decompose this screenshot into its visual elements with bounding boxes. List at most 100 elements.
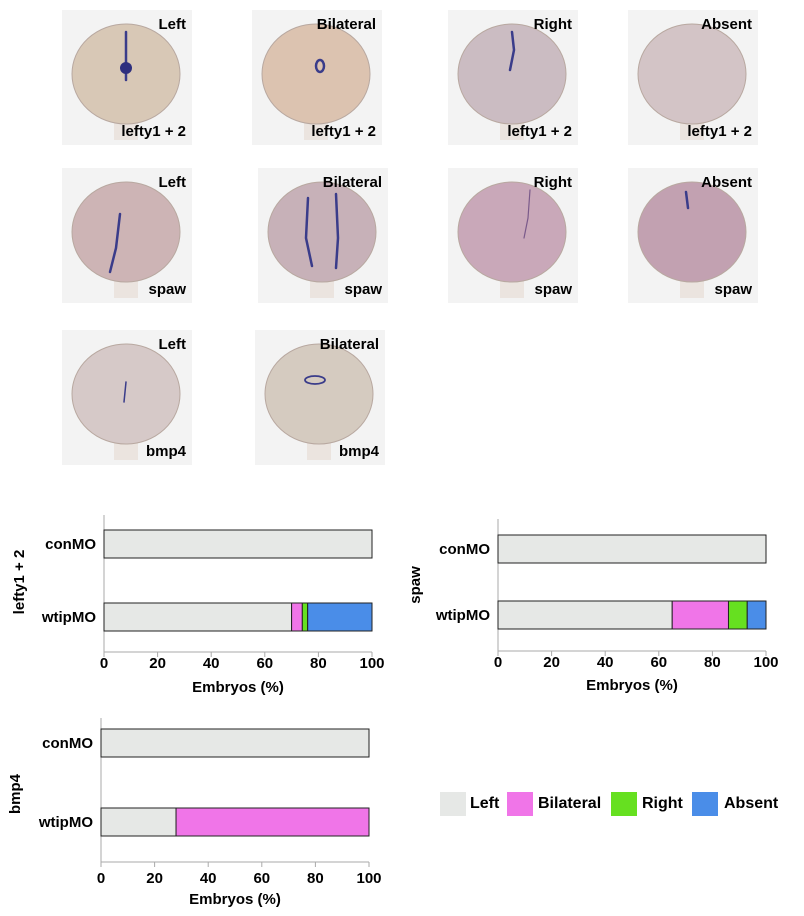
embryo-body	[457, 23, 567, 125]
panel-label: Bilateral	[316, 16, 376, 33]
embryo-image	[71, 23, 181, 140]
embryo-body	[71, 343, 181, 445]
bar-segment-absent	[307, 602, 373, 632]
embryo-panel: Left bmp4	[62, 330, 192, 465]
panel-label: Right	[533, 16, 572, 33]
embryo-body	[267, 181, 377, 283]
panel-label: Right	[533, 174, 572, 191]
embryo-panel: Absent lefty1 + 2	[628, 10, 758, 145]
marker-label: lefty1 + 2	[687, 123, 752, 140]
stain-mark	[304, 375, 326, 385]
y-axis-label: bmp4	[7, 773, 24, 814]
embryo-panel: Right spaw	[448, 168, 578, 303]
embryo-image	[267, 181, 377, 298]
stain-mark	[123, 381, 127, 403]
bar-segment-bilateral	[175, 807, 370, 837]
embryo-image	[637, 23, 747, 140]
x-tick-label: 40	[200, 870, 217, 887]
bar-segment-right	[301, 602, 309, 632]
embryo-panel: Left spaw	[62, 168, 192, 303]
chart-spaw-svg: conMO wtipMO 0 20 40 60 80 100 Embryos (%) spaw	[407, 519, 779, 694]
panel-label: Absent	[701, 174, 752, 191]
bar-segment-absent	[746, 600, 767, 630]
x-tick-label: 80	[310, 655, 327, 672]
stain-mark	[508, 30, 516, 72]
embryo-body	[261, 23, 371, 125]
bar-segment-bilateral	[291, 602, 303, 632]
panel-label: Bilateral	[322, 174, 382, 191]
x-tick-label: 100	[359, 655, 384, 672]
chart-spaw: conMO wtipMO 0 20 40 60 80 100 Embryos (%) spaw	[400, 505, 804, 705]
panel-label: Absent	[701, 16, 752, 33]
category-label: wtipMO	[435, 607, 490, 624]
embryo-image	[264, 343, 374, 460]
embryo-panel: Bilateral bmp4	[255, 330, 385, 465]
panel-label: Left	[158, 336, 187, 353]
embryo-panel: Absent spaw	[628, 168, 758, 303]
x-tick-label: 60	[650, 654, 667, 671]
category-label: wtipMO	[41, 609, 96, 626]
marker-label: spaw	[714, 281, 752, 298]
bar-segment-left	[100, 807, 177, 837]
marker-label: spaw	[148, 281, 186, 298]
legend-label: Absent	[724, 795, 779, 812]
embryo-panel: Bilateral lefty1 + 2	[252, 10, 382, 145]
x-tick-label: 0	[494, 654, 502, 671]
embryo-panel: Right lefty1 + 2	[448, 10, 578, 145]
x-axis-label: Embryos (%)	[586, 677, 678, 694]
embryo-body	[264, 343, 374, 445]
category-label: conMO	[439, 541, 490, 558]
marker-label: lefty1 + 2	[507, 123, 572, 140]
stain-mark	[120, 62, 132, 74]
bar-segment-right	[727, 600, 748, 630]
x-tick-label: 100	[356, 870, 381, 887]
x-tick-label: 40	[203, 655, 220, 672]
x-tick-label: 20	[149, 655, 166, 672]
panel-label: Left	[158, 16, 187, 33]
chart-bmp4: conMO wtipMO 0 20 40 60 80 100 Embryos (%) bmp4	[0, 718, 400, 911]
bar-segment-left	[497, 600, 673, 630]
x-tick-label: 60	[256, 655, 273, 672]
stain-mark	[108, 212, 122, 274]
category-label: conMO	[45, 536, 96, 553]
x-tick-label: 0	[97, 870, 105, 887]
embryo-body	[637, 181, 747, 283]
marker-label: spaw	[344, 281, 382, 298]
embryo-image	[457, 181, 567, 298]
legend-swatch	[611, 792, 637, 816]
panel-label: Bilateral	[319, 336, 379, 353]
bar-segment-left	[103, 529, 373, 559]
y-axis-label: spaw	[407, 566, 424, 604]
x-tick-label: 80	[307, 870, 324, 887]
stain-mark	[334, 192, 340, 270]
embryo-image	[261, 23, 371, 140]
embryo-image	[71, 343, 181, 460]
legend-swatch	[507, 792, 533, 816]
stain-mark	[523, 189, 531, 239]
stain-mark	[314, 58, 326, 74]
bar-segment-left	[103, 602, 293, 632]
category-label: conMO	[42, 735, 93, 752]
marker-label: bmp4	[338, 443, 379, 460]
stain-mark	[684, 190, 690, 210]
category-label: wtipMO	[38, 814, 93, 831]
embryo-panel: Left lefty1 + 2	[62, 10, 192, 145]
x-tick-label: 100	[753, 654, 778, 671]
legend-label: Left	[470, 795, 500, 812]
x-tick-label: 40	[597, 654, 614, 671]
marker-label: lefty1 + 2	[311, 123, 376, 140]
embryo-body	[457, 181, 567, 283]
panel-label: Left	[158, 174, 187, 191]
embryo-image	[457, 23, 567, 140]
x-axis-label: Embryos (%)	[189, 891, 281, 908]
chart-bmp4-svg: conMO wtipMO 0 20 40 60 80 100 Embryos (%) bmp4	[7, 718, 382, 908]
embryo-panel: Bilateral spaw	[258, 168, 388, 303]
stain-mark	[304, 196, 314, 268]
legend-label: Right	[642, 795, 683, 812]
chart-lefty: conMO wtipMO 0 20 40 60 80 100 Embryos (%) lefty1…	[0, 505, 400, 705]
x-axis-label: Embryos (%)	[192, 679, 284, 696]
x-tick-label: 0	[100, 655, 108, 672]
embryo-image	[71, 181, 181, 298]
marker-label: bmp4	[145, 443, 186, 460]
y-axis-label: lefty1 + 2	[11, 550, 28, 615]
